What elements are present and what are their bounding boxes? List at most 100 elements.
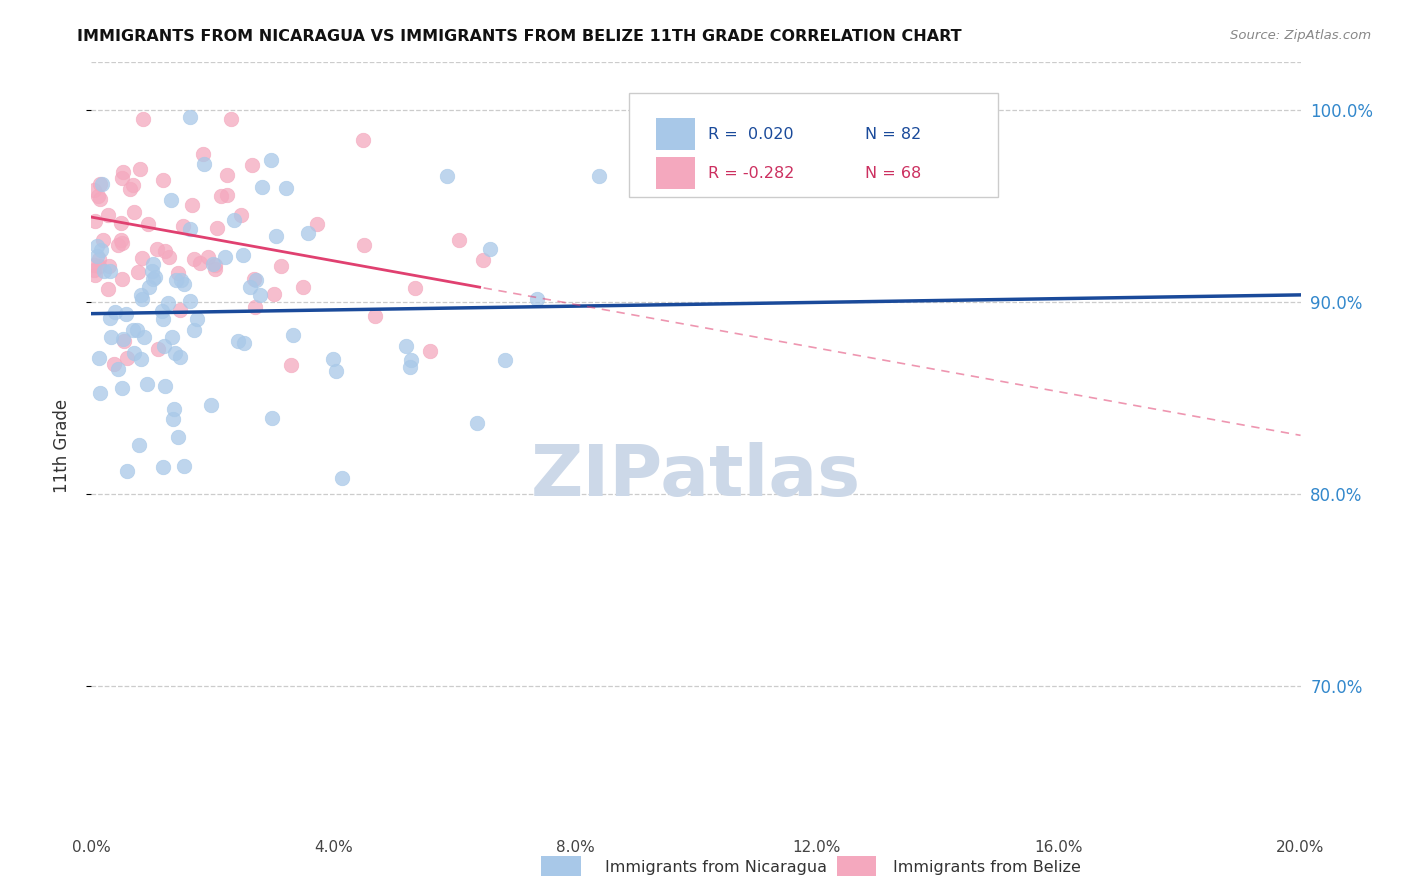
- Point: [132, 112, 155, 127]
- Point: [129, 287, 152, 301]
- Point: [86, 249, 108, 263]
- Point: [322, 352, 344, 367]
- Point: [281, 327, 304, 342]
- Point: [200, 398, 222, 412]
- Point: [138, 280, 160, 294]
- Point: [179, 293, 201, 308]
- Point: [243, 272, 266, 286]
- Point: [98, 263, 121, 277]
- Point: [228, 334, 250, 348]
- Point: [152, 312, 174, 326]
- Point: [118, 182, 141, 196]
- Point: [146, 342, 169, 356]
- Point: [292, 279, 315, 293]
- Point: [157, 296, 180, 310]
- Point: [179, 222, 201, 236]
- Point: [169, 302, 191, 317]
- Point: [96, 282, 118, 296]
- Point: [447, 233, 470, 247]
- Point: [352, 133, 374, 147]
- Point: [112, 165, 135, 179]
- Point: [111, 381, 134, 395]
- Point: [204, 262, 226, 277]
- Point: [162, 412, 184, 426]
- FancyBboxPatch shape: [630, 93, 998, 197]
- Point: [179, 110, 201, 124]
- Point: [129, 351, 152, 366]
- Point: [86, 239, 108, 253]
- Text: Immigrants from Nicaragua: Immigrants from Nicaragua: [605, 860, 827, 874]
- Point: [152, 173, 174, 187]
- Point: [399, 352, 422, 367]
- Point: [155, 378, 177, 392]
- Point: [87, 351, 110, 366]
- Point: [160, 194, 183, 208]
- Point: [87, 189, 110, 203]
- Point: [103, 357, 125, 371]
- Point: [131, 252, 153, 266]
- Point: [264, 228, 287, 243]
- Point: [215, 187, 238, 202]
- Point: [132, 330, 155, 344]
- Text: IMMIGRANTS FROM NICARAGUA VS IMMIGRANTS FROM BELIZE 11TH GRADE CORRELATION CHART: IMMIGRANTS FROM NICARAGUA VS IMMIGRANTS …: [77, 29, 962, 44]
- Point: [172, 219, 194, 233]
- Point: [131, 293, 153, 307]
- Text: Immigrants from Belize: Immigrants from Belize: [893, 860, 1081, 874]
- Point: [197, 251, 219, 265]
- Point: [152, 460, 174, 475]
- Text: N = 68: N = 68: [865, 166, 921, 181]
- Point: [153, 339, 176, 353]
- Point: [305, 217, 328, 231]
- Point: [188, 256, 211, 270]
- Point: [215, 168, 238, 182]
- Point: [107, 362, 129, 376]
- Point: [150, 303, 173, 318]
- Point: [202, 257, 225, 271]
- Point: [207, 221, 229, 235]
- Point: [191, 147, 214, 161]
- Point: [330, 471, 353, 485]
- Text: ZIPatlas: ZIPatlas: [531, 442, 860, 511]
- Point: [465, 416, 488, 430]
- Point: [157, 251, 180, 265]
- Text: R = -0.282: R = -0.282: [709, 166, 794, 181]
- Point: [115, 351, 138, 365]
- Point: [170, 273, 193, 287]
- Point: [181, 197, 204, 211]
- Point: [89, 386, 111, 401]
- Point: [141, 264, 163, 278]
- Point: [111, 271, 134, 285]
- FancyBboxPatch shape: [657, 157, 695, 189]
- Point: [122, 323, 145, 337]
- Point: [325, 364, 347, 378]
- Point: [364, 309, 387, 323]
- Point: [93, 264, 115, 278]
- Point: [252, 180, 274, 194]
- Point: [471, 252, 494, 267]
- Y-axis label: 11th Grade: 11th Grade: [52, 399, 70, 493]
- Point: [242, 157, 264, 171]
- Point: [436, 169, 458, 183]
- Point: [399, 359, 422, 374]
- Point: [107, 238, 129, 252]
- Point: [245, 273, 267, 287]
- Point: [104, 305, 127, 319]
- Point: [124, 345, 146, 359]
- Point: [128, 162, 150, 177]
- Point: [146, 243, 169, 257]
- Point: [142, 272, 165, 286]
- Text: Source: ZipAtlas.com: Source: ZipAtlas.com: [1230, 29, 1371, 42]
- Point: [142, 257, 165, 271]
- Point: [136, 217, 159, 231]
- Point: [111, 236, 134, 251]
- Point: [143, 269, 166, 284]
- Point: [494, 353, 516, 368]
- Point: [100, 311, 122, 326]
- Point: [136, 376, 159, 391]
- Point: [280, 358, 302, 372]
- Text: N = 82: N = 82: [865, 127, 921, 142]
- FancyBboxPatch shape: [657, 119, 695, 151]
- Point: [111, 170, 134, 185]
- Point: [270, 259, 292, 273]
- Point: [404, 281, 426, 295]
